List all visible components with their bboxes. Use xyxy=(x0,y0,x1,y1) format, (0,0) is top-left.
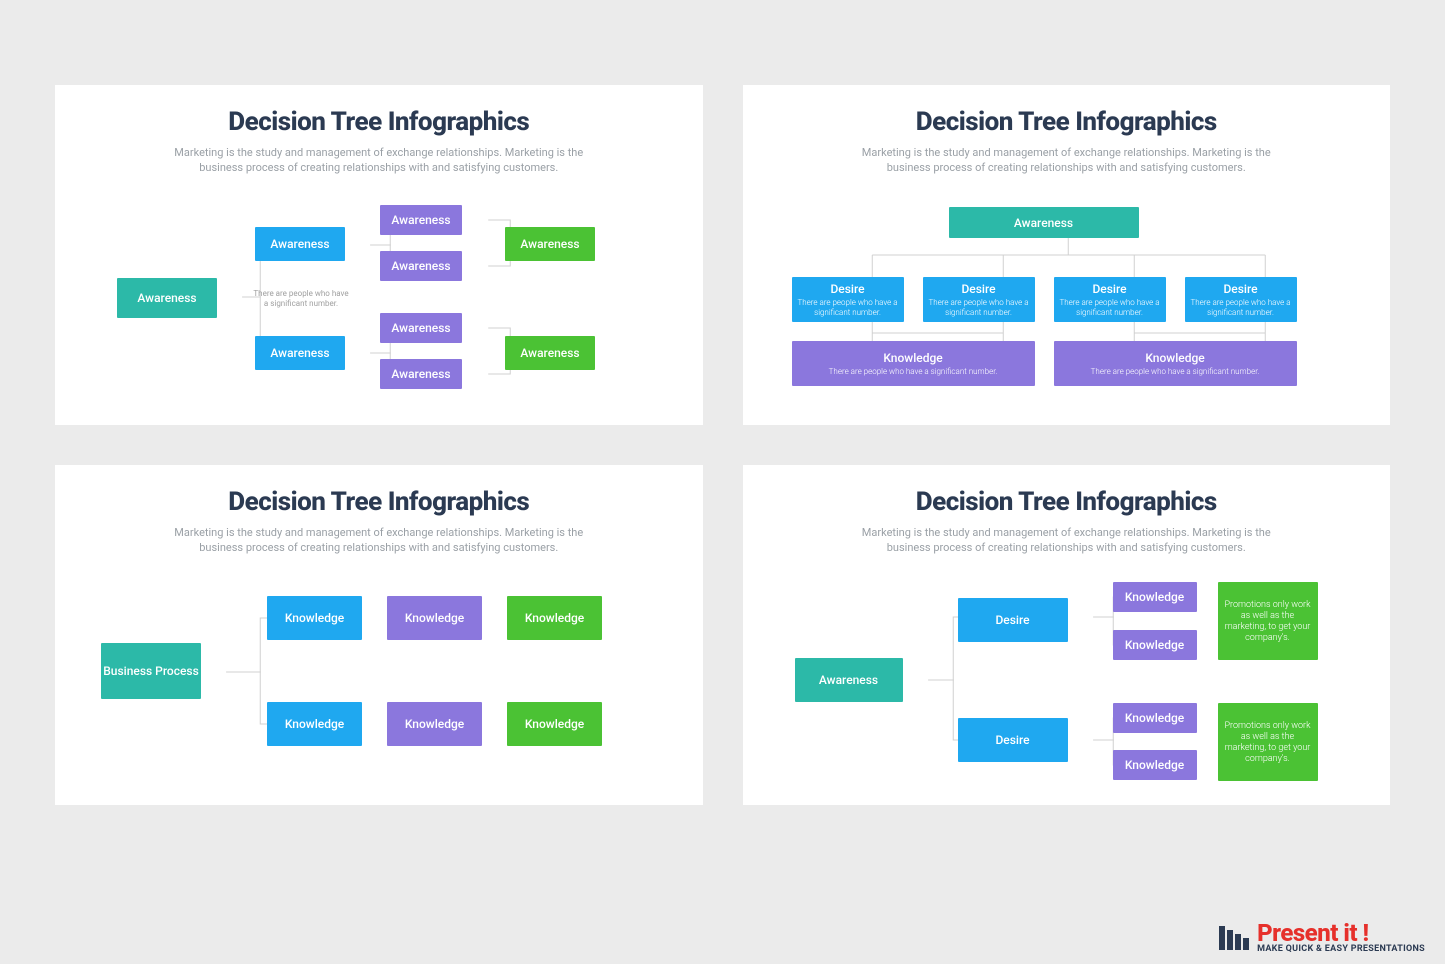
node-root: Awareness xyxy=(949,207,1139,238)
diagram-canvas: Business Process Knowledge Knowledge Kno… xyxy=(55,465,703,805)
node-leaf-1: Awareness xyxy=(380,205,462,235)
node-cell-4: Knowledge xyxy=(267,702,362,746)
node-promo-1: Promotions only work as well as the mark… xyxy=(1218,582,1318,660)
node-end-1: Awareness xyxy=(505,227,595,261)
node-root: Business Process xyxy=(101,643,201,699)
logo-bars-icon xyxy=(1219,926,1249,950)
node-cell-2: Knowledge xyxy=(387,596,482,640)
mid-note: There are people who have a significant … xyxy=(251,289,351,310)
node-knowledge-1: KnowledgeThere are people who have a sig… xyxy=(792,341,1035,386)
node-desire-2: Desire xyxy=(958,718,1068,762)
node-mid-2: Awareness xyxy=(255,336,345,370)
logo-title: Present it ! xyxy=(1257,921,1425,945)
node-cell-1: Knowledge xyxy=(267,596,362,640)
brand-logo: Present it ! MAKE QUICK & EASY PRESENTAT… xyxy=(1219,921,1425,954)
node-root: Awareness xyxy=(117,278,217,318)
node-leaf-2: Awareness xyxy=(380,251,462,281)
node-desire-1: Desire xyxy=(958,598,1068,642)
logo-text: Present it ! MAKE QUICK & EASY PRESENTAT… xyxy=(1257,921,1425,954)
logo-tagline: MAKE QUICK & EASY PRESENTATIONS xyxy=(1257,945,1425,954)
node-knowledge-2: Knowledge xyxy=(1113,630,1197,660)
node-root: Awareness xyxy=(795,658,903,702)
diagram-canvas: Awareness Awareness Awareness There are … xyxy=(55,85,703,425)
node-desire-1: DesireThere are people who have a signif… xyxy=(792,277,904,322)
node-leaf-4: Awareness xyxy=(380,359,462,389)
slide-3: Decision Tree Infographics Marketing is … xyxy=(55,465,703,805)
node-cell-3: Knowledge xyxy=(507,596,602,640)
connector-lines xyxy=(55,465,703,805)
node-desire-3: DesireThere are people who have a signif… xyxy=(1054,277,1166,322)
node-desire-4: DesireThere are people who have a signif… xyxy=(1185,277,1297,322)
node-promo-2: Promotions only work as well as the mark… xyxy=(1218,703,1318,781)
node-knowledge-4: Knowledge xyxy=(1113,750,1197,780)
diagram-canvas: Awareness DesireThere are people who hav… xyxy=(743,85,1391,425)
connector-lines xyxy=(55,85,703,425)
node-knowledge-1: Knowledge xyxy=(1113,582,1197,612)
node-desire-2: DesireThere are people who have a signif… xyxy=(923,277,1035,322)
node-mid-1: Awareness xyxy=(255,227,345,261)
node-end-2: Awareness xyxy=(505,336,595,370)
slide-1: Decision Tree Infographics Marketing is … xyxy=(55,85,703,425)
node-knowledge-2: KnowledgeThere are people who have a sig… xyxy=(1054,341,1297,386)
slide-2: Decision Tree Infographics Marketing is … xyxy=(743,85,1391,425)
node-leaf-3: Awareness xyxy=(380,313,462,343)
node-cell-6: Knowledge xyxy=(507,702,602,746)
node-knowledge-3: Knowledge xyxy=(1113,703,1197,733)
slide-4: Decision Tree Infographics Marketing is … xyxy=(743,465,1391,805)
node-cell-5: Knowledge xyxy=(387,702,482,746)
diagram-canvas: Awareness Desire Desire Knowledge Knowle… xyxy=(743,465,1391,805)
